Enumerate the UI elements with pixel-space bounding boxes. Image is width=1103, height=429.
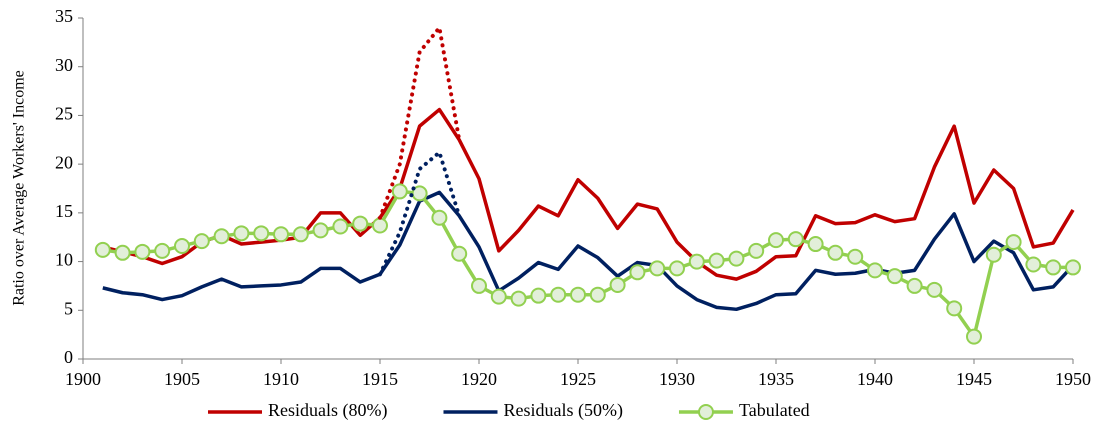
marker (1005, 234, 1022, 251)
marker (768, 232, 784, 249)
x-tick-label: 1930 (659, 369, 695, 389)
marker (510, 290, 527, 307)
marker (253, 225, 270, 242)
y-tick-label: 35 (55, 6, 73, 26)
marker (1025, 256, 1042, 273)
y-tick-label: 30 (55, 55, 73, 75)
y-axis-label: Ratio over Average Workers' Income (11, 70, 28, 306)
marker (748, 242, 765, 259)
marker (926, 281, 943, 298)
marker (629, 264, 646, 281)
marker (352, 215, 369, 232)
marker (292, 226, 309, 243)
dotted-line (378, 150, 462, 277)
marker (985, 246, 1002, 263)
marker (114, 244, 131, 261)
legend-marker (697, 404, 714, 420)
marker (154, 242, 171, 259)
marker (530, 287, 547, 304)
x-tick-label: 1950 (1055, 369, 1091, 389)
marker (966, 328, 982, 345)
x-tick-label: 1915 (362, 369, 398, 389)
y-tick-label: 20 (55, 152, 73, 172)
series-line (102, 189, 1073, 339)
marker (273, 226, 289, 243)
y-tick-label: 10 (55, 250, 73, 270)
y-tick-label: 15 (55, 201, 73, 221)
dotted-line (378, 25, 462, 220)
x-tick-label: 1935 (758, 369, 794, 389)
marker (649, 260, 666, 277)
marker (669, 260, 685, 277)
marker (1045, 259, 1062, 276)
marker (886, 268, 903, 285)
x-tick-label: 1910 (263, 369, 299, 389)
marker (411, 185, 428, 202)
marker (134, 243, 151, 260)
marker (1065, 259, 1081, 276)
marker (391, 183, 408, 200)
marker (174, 237, 190, 254)
marker (213, 228, 230, 245)
marker (867, 262, 883, 279)
y-tick-label: 5 (64, 298, 73, 318)
marker (728, 250, 745, 267)
marker (193, 233, 210, 250)
marker (332, 218, 349, 235)
x-tick-label: 1905 (164, 369, 200, 389)
marker (550, 286, 567, 303)
x-tick-label: 1925 (560, 369, 596, 389)
marker (827, 244, 844, 261)
marker (688, 253, 705, 270)
y-tick-label: 25 (55, 104, 73, 124)
y-tick-label: 0 (64, 347, 73, 367)
x-tick-label: 1920 (461, 369, 497, 389)
marker (807, 236, 824, 253)
marker (372, 217, 388, 234)
marker (847, 248, 864, 265)
marker (906, 277, 923, 294)
marker (708, 252, 725, 269)
series-line (102, 190, 1075, 312)
marker (570, 286, 586, 303)
marker (471, 277, 487, 294)
x-tick-label: 1900 (65, 369, 101, 389)
series-line (102, 107, 1075, 281)
marker (431, 209, 448, 226)
marker (946, 300, 963, 317)
marker (787, 231, 804, 248)
legend-label: Residuals (80%) (268, 400, 387, 421)
marker (609, 276, 626, 293)
marker (589, 286, 606, 303)
marker (451, 245, 468, 262)
x-tick-label: 1940 (857, 369, 893, 389)
legend-label: Tabulated (739, 400, 810, 420)
legend-label: Residuals (50%) (503, 400, 622, 421)
marker (312, 222, 329, 239)
x-tick-label: 1945 (956, 369, 992, 389)
marker (490, 288, 507, 305)
marker (233, 225, 250, 242)
marker (94, 241, 111, 258)
